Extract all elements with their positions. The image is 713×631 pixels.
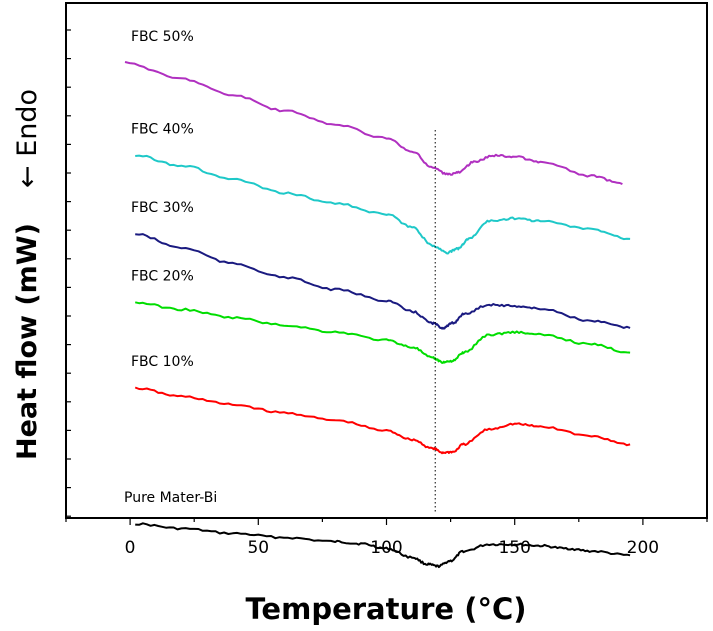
series-label-fbc-50: FBC 50% [131, 29, 194, 45]
x-tick-label: 100 [370, 538, 402, 558]
x-tick-label: 0 [125, 538, 136, 558]
x-tick-label: 200 [627, 538, 659, 558]
series-line-pure-mater-bi [135, 522, 631, 569]
series-label-fbc-10: FBC 10% [131, 354, 194, 370]
x-tick-label: 50 [247, 538, 269, 558]
series-label-fbc-20: FBC 20% [131, 269, 194, 285]
y-axis-ticks [66, 29, 71, 517]
x-axis-title: Temperature (°C) [246, 592, 527, 626]
series-label-fbc-40: FBC 40% [131, 121, 194, 137]
series-line-fbc-50 [124, 61, 623, 186]
series-line-fbc-30 [135, 233, 631, 330]
series-line-fbc-10 [134, 386, 631, 455]
x-tick-label: 150 [498, 538, 530, 558]
y-axis-title-group: Heat flow (mW) ← Endo [12, 89, 43, 460]
y-axis-title: Heat flow (mW) [12, 223, 43, 460]
y-axis-endo-label: ← Endo [12, 89, 43, 188]
x-axis-ticks: 0 50 100 150 200 [65, 518, 708, 558]
series-label-fbc-30: FBC 30% [131, 200, 194, 216]
series-line-fbc-40 [135, 154, 631, 255]
series-labels: Pure Mater-Bi FBC 10% FBC 20% FBC 30% FBC 40… [124, 29, 217, 506]
series-label-pure-mater-bi: Pure Mater-Bi [124, 490, 217, 506]
series-line-fbc-20 [134, 301, 631, 364]
series-curves [124, 61, 631, 569]
